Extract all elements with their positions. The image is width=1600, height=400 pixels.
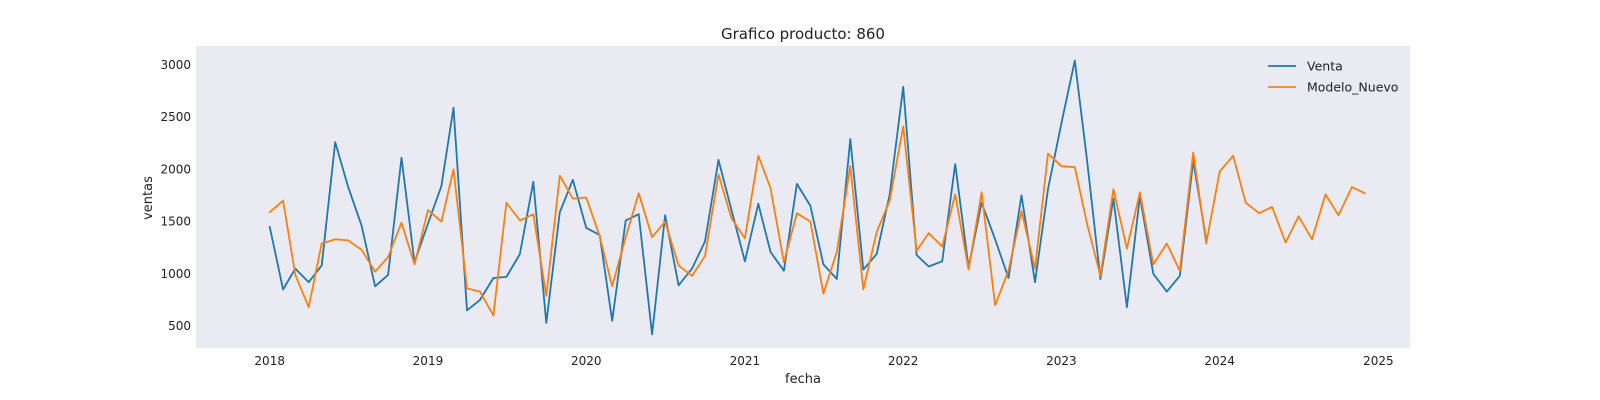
- x-tick-label: 2023: [1046, 354, 1077, 368]
- legend-label: Modelo_Nuevo: [1307, 80, 1398, 95]
- chart-title: Grafico producto: 860: [721, 25, 885, 43]
- y-tick-label: 3000: [160, 58, 191, 72]
- x-tick-label: 2025: [1363, 354, 1394, 368]
- y-tick-label: 1500: [160, 215, 191, 229]
- series-line-modelo-nuevo: [268, 125, 1366, 317]
- series-layer: [268, 59, 1366, 336]
- x-tick-label: 2020: [571, 354, 602, 368]
- x-tick-label: 2024: [1204, 354, 1235, 368]
- x-tick-label: 2019: [413, 354, 444, 368]
- x-tick-label: 2021: [730, 354, 761, 368]
- y-tick-label: 1000: [160, 267, 191, 281]
- y-axis-label: ventas: [141, 176, 156, 220]
- legend-label: Venta: [1307, 59, 1343, 74]
- x-axis-label: fecha: [785, 372, 821, 387]
- y-tick-label: 500: [168, 319, 191, 333]
- x-tick-label: 2018: [254, 354, 285, 368]
- series-line-venta: [268, 59, 1208, 336]
- y-axis-ticks: 500 1000 1500 2000 2500 3000: [160, 58, 191, 333]
- y-tick-label: 2500: [160, 110, 191, 124]
- legend: Venta Modelo_Nuevo: [1268, 59, 1398, 95]
- y-tick-label: 2000: [160, 162, 191, 176]
- x-tick-label: 2022: [888, 354, 919, 368]
- x-axis-ticks: 2018 2019 2020 2021 2022 2023 2024 2025: [254, 354, 1393, 368]
- plot-background: [196, 46, 1410, 348]
